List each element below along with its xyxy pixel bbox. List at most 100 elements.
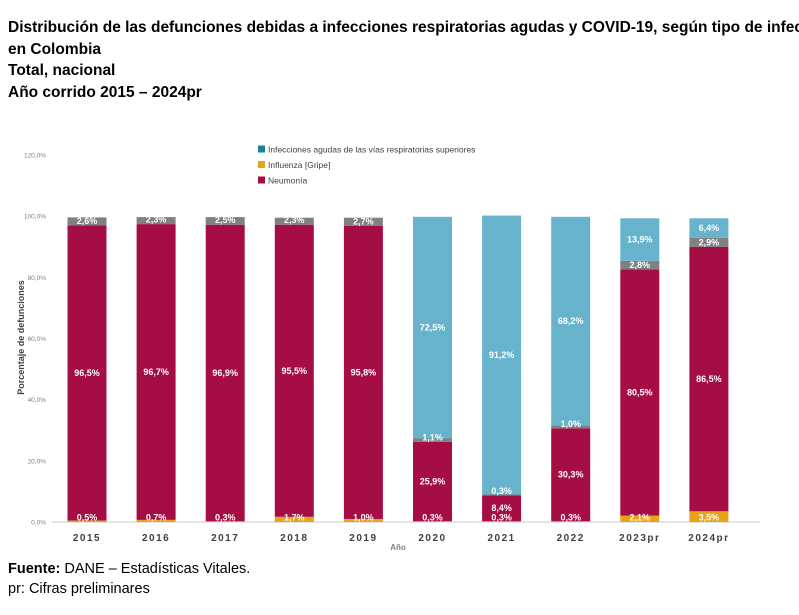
source-line: Fuente: DANE – Estadísticas Vitales. xyxy=(8,559,250,579)
data-label: 6,4% xyxy=(699,223,720,233)
bar-segment xyxy=(136,224,176,520)
bar-segment xyxy=(482,494,522,496)
data-label: 80,5% xyxy=(627,387,653,397)
bar-segment xyxy=(551,216,591,426)
data-label: 0,3% xyxy=(491,513,512,523)
data-label: 0,5% xyxy=(77,513,98,523)
legend-swatch xyxy=(258,176,265,184)
bar-segment xyxy=(343,217,383,226)
bar-segment xyxy=(205,224,245,522)
bar-segment xyxy=(67,217,107,226)
bar-segment xyxy=(274,516,314,522)
y-tick-label: 100,0% xyxy=(24,214,46,221)
data-label: 25,9% xyxy=(420,476,446,486)
data-label: 96,9% xyxy=(212,368,238,378)
data-label: 0,3% xyxy=(491,486,512,496)
x-tick-label: 2018 xyxy=(280,533,308,544)
x-tick-label: 2022 xyxy=(557,533,585,544)
data-label: 95,5% xyxy=(282,366,308,376)
data-label: 95,8% xyxy=(351,367,377,377)
bar-segment xyxy=(205,521,245,522)
bar-segment xyxy=(620,218,660,261)
data-label: 0,3% xyxy=(215,513,236,523)
data-label: 30,3% xyxy=(558,470,584,480)
data-label: 2,7% xyxy=(353,216,374,226)
data-label: 2,1% xyxy=(630,513,651,523)
bar-segment xyxy=(689,246,729,512)
bar-segment xyxy=(67,225,107,521)
legend-swatch xyxy=(258,145,265,153)
y-tick-label: 80,0% xyxy=(28,275,47,282)
bar-segment xyxy=(689,218,729,238)
data-label: 3,5% xyxy=(699,513,720,523)
title-line-4: Año corrido 2015 – 2024pr xyxy=(8,83,202,101)
bar-segment xyxy=(482,215,522,495)
data-label: 2,6% xyxy=(77,216,98,226)
bar-segment xyxy=(413,438,452,442)
bar-segment xyxy=(689,237,729,247)
x-tick-label: 2017 xyxy=(211,533,239,544)
bar-segment xyxy=(620,269,660,516)
bar-segment xyxy=(67,520,107,522)
x-tick-label: 2019 xyxy=(349,533,377,544)
bar-segment xyxy=(620,260,660,270)
bar-segment xyxy=(413,521,452,522)
bar-segment xyxy=(343,225,383,519)
x-tick-label: 2021 xyxy=(487,533,515,544)
data-label: 0,3% xyxy=(560,513,581,523)
bar-segment xyxy=(343,518,383,522)
preliminary-note: pr: Cifras preliminares xyxy=(8,581,150,597)
y-tick-label: 60,0% xyxy=(28,336,47,343)
title-line-1: Distribución de las defunciones debidas … xyxy=(8,19,799,36)
y-tick-label: 0,0% xyxy=(31,520,46,527)
data-label: 2,5% xyxy=(215,215,236,225)
bar-segment xyxy=(689,511,729,522)
legend-label: Influenza [Gripe] xyxy=(268,160,330,170)
bar-segment xyxy=(205,217,245,225)
data-label: 91,2% xyxy=(489,350,515,360)
data-label: 1,0% xyxy=(560,419,581,429)
source-label: Fuente: xyxy=(8,561,61,577)
bar-segment xyxy=(551,425,591,429)
bar-segment xyxy=(413,216,452,439)
data-label: 1,7% xyxy=(284,513,305,523)
data-label: 0,3% xyxy=(422,513,443,523)
source-text: DANE – Estadísticas Vitales. xyxy=(60,561,251,577)
y-axis-title: Porcentaje de defunciones xyxy=(16,280,26,395)
y-tick-label: 40,0% xyxy=(28,397,47,404)
stacked-bar-chart: 0,0% 20,0% 40,0% 60,0% 80,0% 100,0% 120,0% Porc… xyxy=(16,145,760,552)
x-tick-label: 2015 xyxy=(73,533,101,544)
y-tick-label: 120,0% xyxy=(24,153,46,160)
title-line-2: en Colombia xyxy=(8,40,102,58)
data-label: 2,3% xyxy=(284,215,305,225)
title-line-3: Total, nacional xyxy=(8,62,116,79)
bar-segment xyxy=(482,495,522,522)
x-tick-label: 2020 xyxy=(418,533,446,544)
x-tick-label: 2016 xyxy=(142,533,170,544)
x-axis-title: Año xyxy=(390,543,406,552)
data-label: 2,8% xyxy=(630,260,651,270)
data-label: 2,9% xyxy=(699,237,720,247)
bar-segment xyxy=(551,521,591,522)
bar-segment xyxy=(551,428,591,522)
data-label: 8,4% xyxy=(491,503,512,513)
chart-title: Distribución de las defunciones debidas … xyxy=(8,17,799,103)
footer: Fuente: DANE – Estadísticas Vitales. pr:… xyxy=(8,559,250,599)
data-label: 0,7% xyxy=(146,513,167,523)
data-label: 96,5% xyxy=(74,368,100,378)
data-label: 96,7% xyxy=(143,367,169,377)
bar-segment xyxy=(136,519,176,522)
data-label: 2,3% xyxy=(146,215,167,225)
y-tick-label: 20,0% xyxy=(28,458,47,465)
legend-swatch xyxy=(258,161,265,168)
data-label: 13,9% xyxy=(627,235,653,245)
data-label: 72,5% xyxy=(420,323,446,333)
x-tick-label: 2024pr xyxy=(688,533,729,544)
legend-label: Neumonía xyxy=(268,176,307,186)
data-label: 1,1% xyxy=(422,432,443,442)
bar-segment xyxy=(482,521,522,522)
data-label: 68,2% xyxy=(558,316,584,326)
legend-label: Infecciones agudas de las vías respirato… xyxy=(268,145,475,155)
data-label: 86,5% xyxy=(696,374,722,384)
bar-segment xyxy=(274,217,314,225)
